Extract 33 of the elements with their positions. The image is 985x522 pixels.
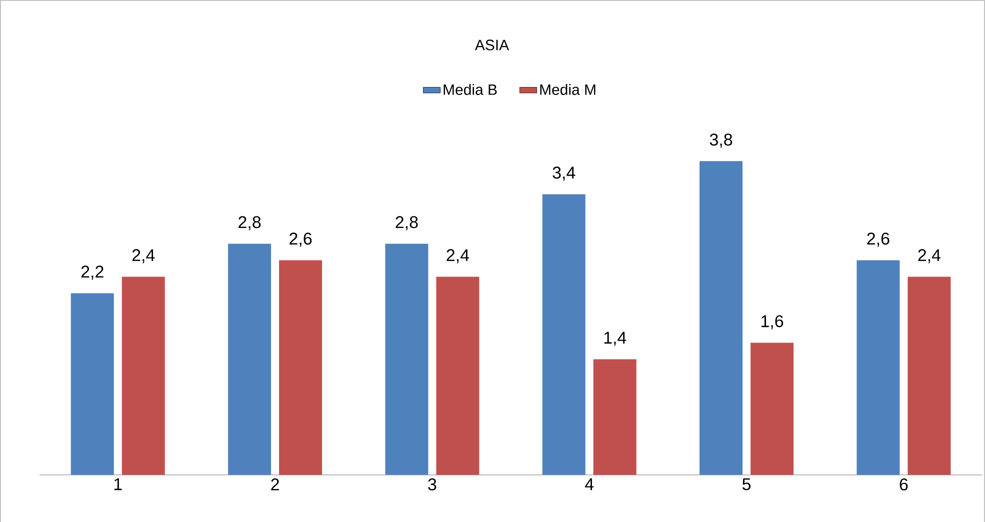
bar — [385, 244, 428, 475]
legend-label: Media M — [540, 84, 596, 95]
bar — [908, 276, 951, 475]
bar — [279, 260, 322, 475]
bar — [122, 276, 165, 475]
data-label: 2,6 — [290, 232, 312, 247]
legend-label: Media B — [444, 84, 497, 95]
bar — [228, 244, 272, 475]
x-tick-label: 1 — [114, 478, 122, 490]
bar — [70, 293, 114, 475]
chart-title: ASIA — [474, 39, 510, 50]
data-label: 3,4 — [552, 166, 576, 180]
x-tick-label: 4 — [585, 478, 594, 490]
bar — [700, 160, 743, 475]
x-tick-label: 2 — [271, 478, 279, 490]
data-label: 2,4 — [446, 248, 470, 264]
x-tick-label: 3 — [428, 478, 436, 490]
bar — [542, 194, 586, 475]
data-label: 3,8 — [710, 133, 732, 148]
data-label: 2,8 — [396, 216, 418, 230]
x-tick-label: 6 — [900, 478, 908, 490]
bar — [436, 276, 480, 475]
bar — [750, 342, 794, 475]
data-label: 2,4 — [918, 248, 941, 264]
x-tick-label: 5 — [742, 478, 751, 490]
bar — [593, 359, 636, 475]
data-label: 2,8 — [238, 216, 261, 230]
data-label: 1,6 — [762, 315, 784, 330]
data-label: 2,2 — [81, 265, 104, 280]
data-label: 2,6 — [867, 232, 890, 247]
bar — [856, 260, 900, 475]
data-label: 1,4 — [604, 332, 626, 346]
data-label: 2,4 — [132, 248, 155, 264]
